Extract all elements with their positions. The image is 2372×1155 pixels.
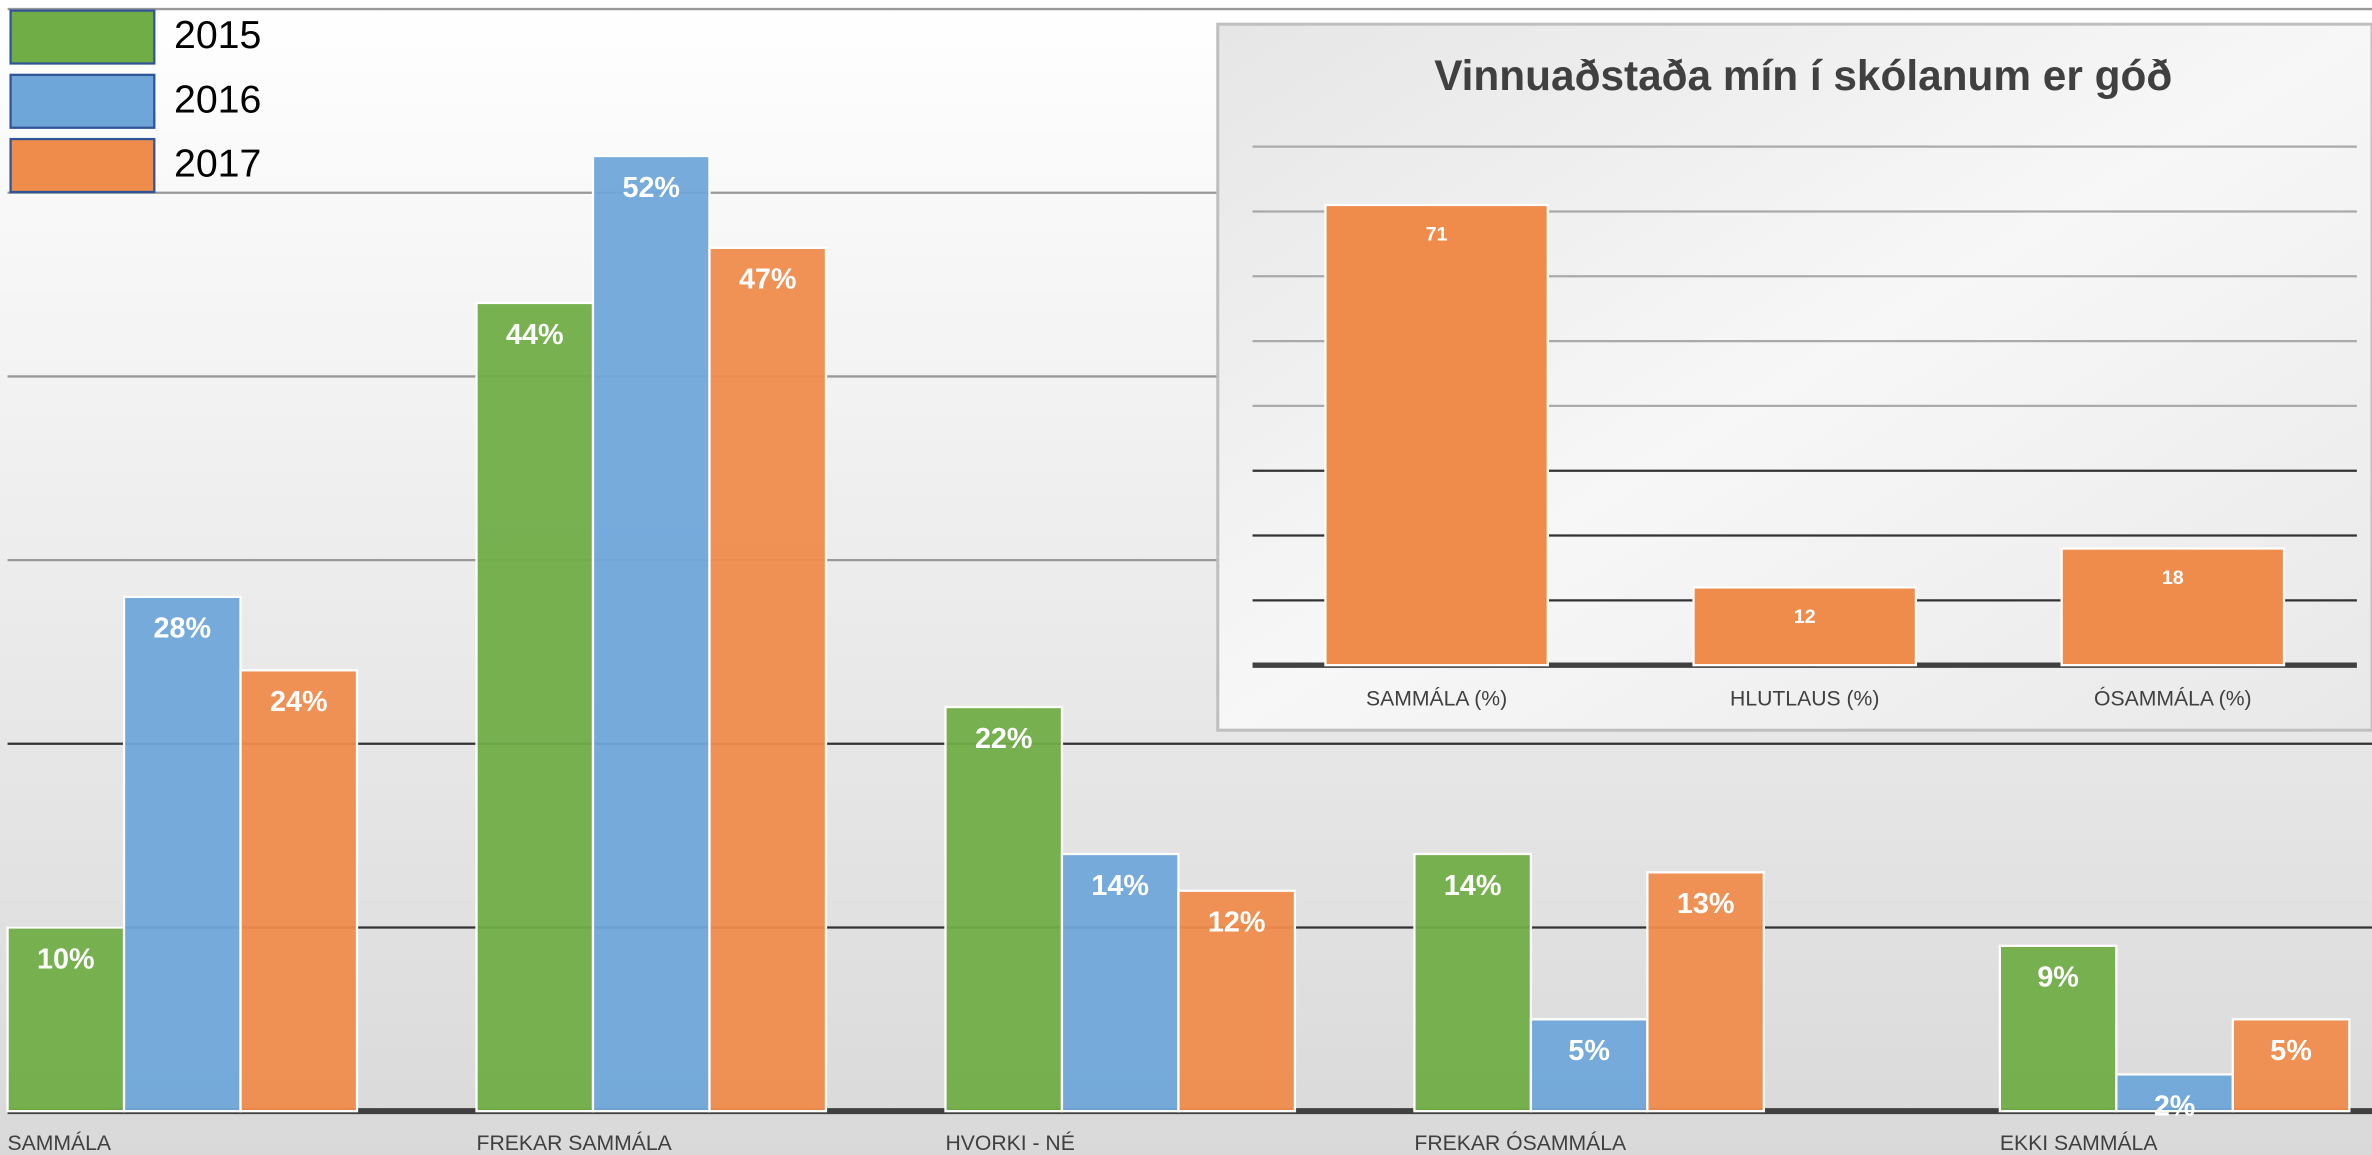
bar	[1646, 871, 1766, 1113]
data-label: 18	[2162, 567, 2184, 589]
data-label: 12	[1794, 606, 1816, 628]
bar	[2231, 1018, 2351, 1113]
bar	[1060, 852, 1180, 1113]
legend-label: 2017	[174, 142, 261, 186]
data-label: 9%	[2037, 962, 2079, 994]
data-label: 5%	[2270, 1035, 2312, 1067]
legend-label: 2016	[174, 77, 261, 121]
data-label: 47%	[739, 264, 797, 296]
data-label: 14%	[1091, 870, 1149, 902]
inset-chart: Vinnuaðstaða mín í skólanum er góð SAMMÁ…	[1216, 22, 2372, 732]
x-tick-label: SAMMÁLA	[8, 1130, 112, 1155]
bar	[1692, 586, 1918, 667]
bar	[944, 705, 1064, 1113]
main-chart: SAMMÁLA 10% 28% 24% FREKAR SAMMÁLA 44% 52% 47% H…	[6, 7, 2372, 1155]
x-tick-label: ÓSAMMÁLA (%)	[2094, 686, 2252, 711]
bar	[708, 246, 828, 1113]
legend-swatch	[9, 73, 156, 129]
bar	[2115, 1073, 2234, 1113]
data-label: 12%	[1208, 907, 1266, 939]
data-label: 28%	[154, 613, 212, 645]
data-label: 24%	[270, 686, 328, 718]
bar	[1413, 852, 1533, 1113]
data-label: 10%	[37, 943, 95, 975]
bar	[2060, 547, 2286, 667]
bar	[1324, 203, 1549, 667]
data-label: 52%	[622, 172, 680, 204]
x-tick-label: FREKAR ÓSAMMÁLA	[1414, 1130, 1627, 1155]
x-tick-label: HVORKI - NÉ	[945, 1130, 1074, 1155]
data-label: 5%	[1568, 1035, 1610, 1067]
bar	[1177, 889, 1297, 1113]
data-label: 13%	[1677, 888, 1735, 920]
bar	[1529, 1018, 1649, 1113]
legend-swatch	[9, 137, 156, 194]
x-tick-label: FREKAR SAMMÁLA	[477, 1130, 673, 1155]
x-tick-label: SAMMÁLA (%)	[1366, 686, 1507, 711]
x-tick-label: EKKI SAMMÁLA	[2000, 1130, 2158, 1155]
bar	[475, 301, 595, 1113]
data-label: 71	[1426, 223, 1448, 245]
inset-title: Vinnuaðstaða mín í skólanum er góð	[1434, 52, 2172, 99]
data-label: 14%	[1444, 870, 1502, 902]
bar	[239, 669, 359, 1113]
bar	[6, 926, 126, 1113]
data-label: 22%	[975, 723, 1033, 755]
data-label: 2%	[2154, 1090, 2196, 1122]
legend-swatch	[9, 9, 156, 65]
bar	[122, 595, 242, 1113]
bar	[591, 154, 711, 1113]
legend-label: 2015	[174, 13, 261, 57]
x-tick-label: HLUTLAUS (%)	[1730, 688, 1879, 711]
data-label: 44%	[506, 319, 564, 351]
bar	[1998, 944, 2118, 1113]
